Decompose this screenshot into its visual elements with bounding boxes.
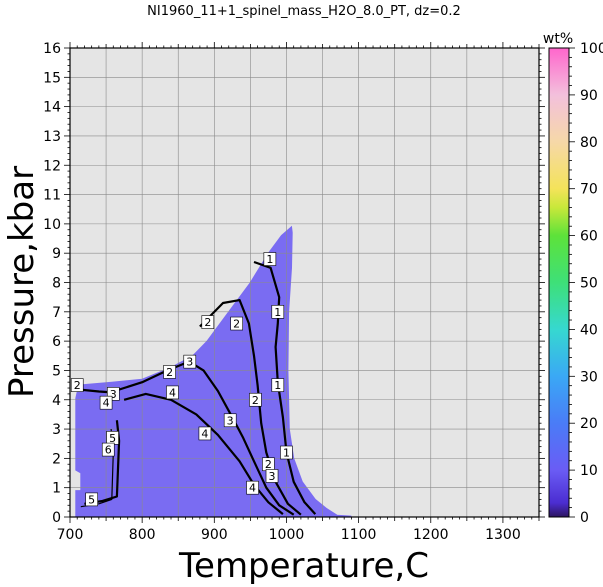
contour-label: 2 [166, 366, 173, 379]
colorbar [548, 47, 570, 518]
contour-label-box [198, 426, 212, 441]
contour-label-box [249, 392, 262, 407]
contour-label: 2 [74, 379, 81, 392]
contour-label: 4 [169, 386, 176, 399]
x-tick-label: 900 [201, 527, 228, 543]
contour-label: 2 [252, 394, 259, 407]
y-tick-label: 3 [52, 422, 61, 438]
contour-label: 5 [88, 493, 95, 506]
y-tick-label: 12 [43, 158, 61, 174]
colorbar-tick-label: 30 [580, 369, 598, 385]
x-axis-title: Temperature,C [178, 546, 429, 586]
y-tick-label: 7 [52, 305, 61, 321]
colorbar-tick-label: 10 [580, 463, 598, 479]
contour-label: 3 [269, 470, 276, 483]
y-tick-label: 15 [43, 70, 61, 86]
colorbar-tick-label: 40 [580, 322, 598, 338]
contour-label-box [271, 305, 285, 319]
contour-label: 4 [249, 482, 256, 495]
colorbar-tick-label: 20 [580, 416, 598, 432]
colorbar-tick-label: 70 [580, 182, 598, 198]
contour-label: 4 [201, 427, 208, 440]
y-tick-label: 10 [43, 217, 61, 233]
colorbar-unit-label: wt% [543, 31, 573, 47]
y-tick-label: 11 [43, 188, 61, 204]
contour-label-box [101, 442, 115, 457]
contour-label: 3 [186, 356, 193, 369]
colorbar-tick-label: 50 [580, 276, 598, 292]
contour-label: 3 [110, 388, 117, 401]
colorbar-tick-label: 60 [580, 229, 598, 245]
contour-label: 1 [266, 253, 273, 266]
contour-label: 6 [105, 444, 112, 457]
contour-label: 5 [109, 432, 116, 445]
y-tick-label: 8 [52, 276, 61, 292]
contour-line-3 [114, 360, 295, 516]
contour-line-2 [199, 299, 302, 516]
x-tick-label: 1200 [413, 527, 449, 543]
contour-label-box [99, 395, 113, 410]
y-tick-label: 4 [52, 393, 61, 409]
contour-label-box [70, 378, 84, 392]
contour-label: 1 [274, 379, 281, 392]
colorbar-tick-label: 90 [580, 88, 598, 104]
x-tick-label: 800 [129, 527, 156, 543]
x-tick-label: 1100 [341, 527, 377, 543]
contour-label: 2 [265, 458, 272, 471]
y-tick-label: 5 [52, 363, 61, 379]
y-tick-label: 9 [52, 246, 61, 262]
colorbar-tick-label: 80 [580, 135, 598, 151]
contour-label-box [183, 354, 197, 369]
y-tick-label: 6 [52, 334, 61, 350]
chart-title: NI1960_11+1_spinel_mass_H2O_8.0_PT, dz=0… [147, 4, 461, 19]
grid-lines [70, 48, 539, 517]
colorbar-tick-label: 100 [580, 41, 603, 57]
colorbar-tick-label: 0 [580, 510, 589, 526]
contour-label: 4 [103, 397, 110, 410]
contour-label-box [163, 365, 176, 379]
contour-label-box [166, 385, 179, 400]
contour-label-box [263, 252, 277, 266]
contour-label: 1 [274, 306, 281, 319]
y-tick-label: 1 [52, 481, 61, 497]
y-tick-label: 2 [52, 451, 61, 467]
contour-label-box [246, 480, 259, 495]
y-tick-label: 13 [43, 129, 61, 145]
contour-label-box [280, 445, 293, 460]
y-tick-label: 0 [52, 510, 61, 526]
contour-label: 1 [283, 447, 290, 460]
contour-label: 3 [227, 414, 234, 427]
axis-ticks: 700 800 900 1000 1100 1200 1300012345678910111… [43, 41, 545, 543]
y-axis-title: Pressure,kbar [2, 166, 42, 398]
contour-label-box [85, 492, 98, 507]
x-tick-label: 700 [57, 527, 84, 543]
contour-label: 2 [233, 318, 240, 331]
contour-label: 2 [204, 316, 211, 329]
y-tick-label: 14 [43, 100, 61, 116]
contour-label-box [223, 413, 237, 428]
contour-label-box [201, 315, 215, 329]
x-tick-label: 1000 [269, 527, 305, 543]
colorbar-ticks: 0 10 20 30 40 50 60 70 80 90 100 [569, 41, 603, 526]
contour-label-box [271, 378, 285, 392]
contour-label-box [265, 469, 279, 483]
x-tick-label: 1300 [485, 527, 521, 543]
y-tick-label: 16 [43, 41, 61, 57]
contour-line-4 [123, 392, 284, 515]
contour-label-box [230, 316, 243, 331]
